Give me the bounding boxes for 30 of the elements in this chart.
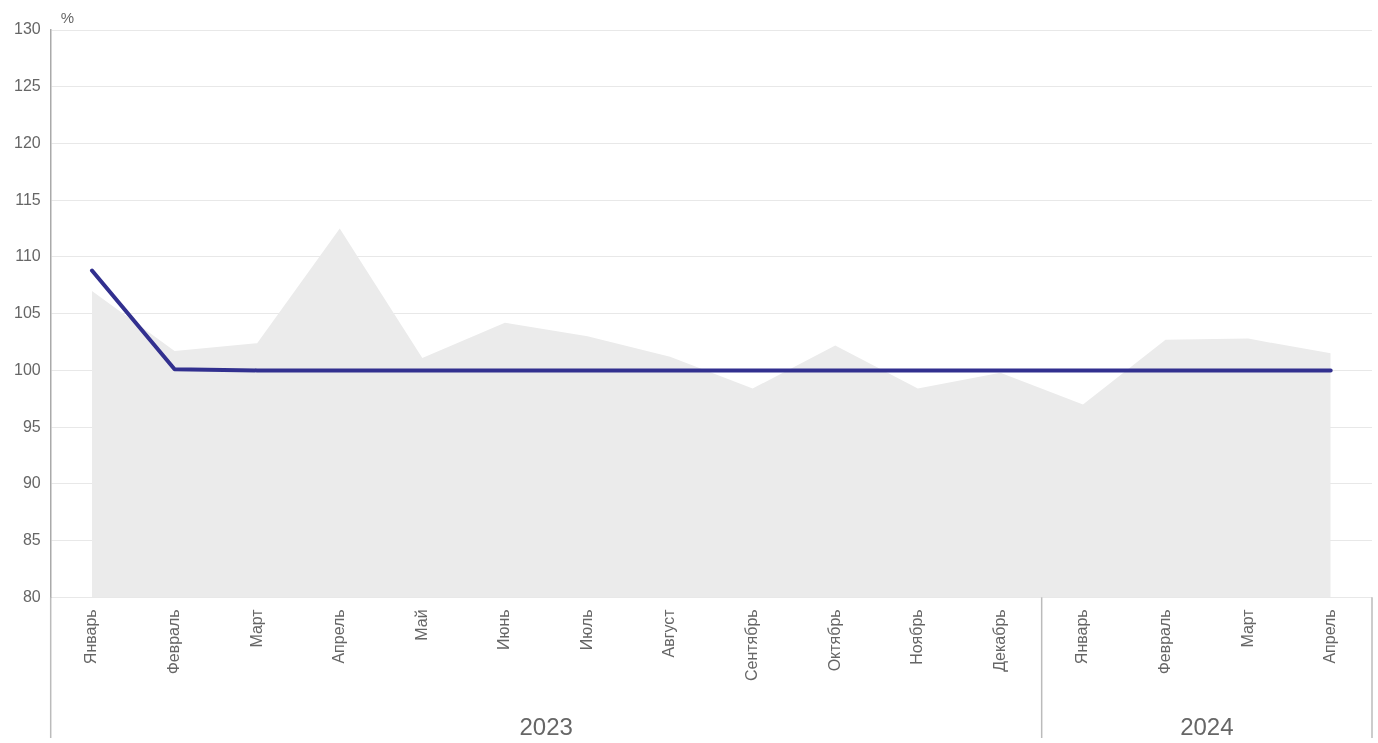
x-tick-label: Июль [577,609,595,651]
y-tick-label: 105 [13,304,41,322]
y-tick-label: 95 [22,417,41,435]
x-tick-label: Май [412,609,430,641]
y-tick-label: 120 [13,133,41,151]
x-tick-label: Июнь [495,609,513,650]
text: 2023 [519,712,573,740]
y-tick-label: 80 [22,587,41,605]
x-tick-label: Апрель [330,609,348,664]
x-tick-label: Ноябрь [908,609,926,665]
y-tick-label: 100 [13,360,41,378]
x-tick-label: Февраль [1155,609,1173,675]
x-tick-label: Октябрь [825,609,843,672]
x-tick-label: Сентябрь [743,609,761,682]
text: 2024 [1180,712,1234,740]
x-tick-label: Январь [1073,609,1091,665]
x-tick-label: Декабрь [990,609,1008,672]
y-tick-label: 85 [22,530,41,548]
x-tick-label: Январь [82,609,100,665]
x-tick-label: Февраль [164,609,182,675]
x-tick-label: Апрель [1321,609,1339,664]
x-tick-label: Март [1238,608,1256,648]
y-tick-label: 110 [15,247,41,265]
y-axis-title: % [60,8,75,26]
y-tick-label: 125 [13,77,41,95]
x-tick-label: Март [247,608,265,648]
y-tick-label: 90 [22,474,41,492]
x-tick-label: Август [660,608,678,658]
y-tick-label: 130 [13,20,41,38]
y-tick-label: 115 [15,190,41,208]
